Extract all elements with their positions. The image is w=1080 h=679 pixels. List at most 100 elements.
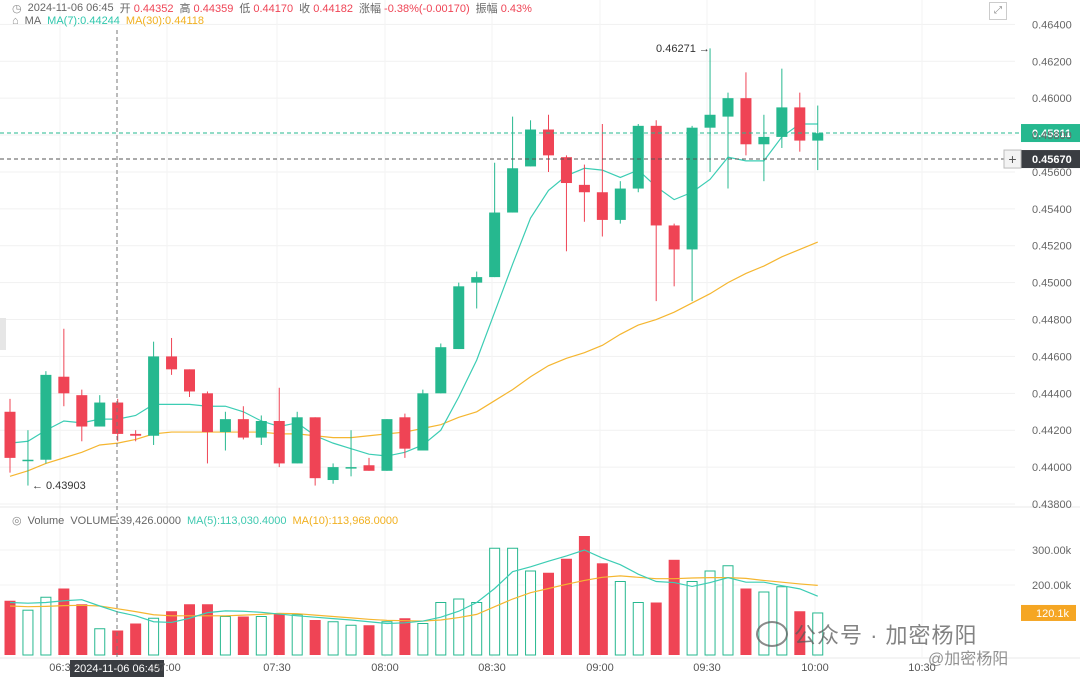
volume-bar-down xyxy=(560,558,572,655)
candle-down xyxy=(166,356,178,370)
y-tick-label: 0.46400 xyxy=(1032,19,1072,31)
candle-down xyxy=(543,129,554,156)
x-tick-label: 09:30 xyxy=(693,662,721,674)
volume-bar-up xyxy=(381,621,393,656)
volume-badge-text: 120.1k xyxy=(1036,608,1070,620)
volume-legend: ◎ Volume VOLUME:39,426.0000 MA(5):113,03… xyxy=(12,514,399,528)
volume-badge xyxy=(1021,604,1076,621)
x-tick-label: 09:00 xyxy=(586,662,614,674)
volume-bar-down xyxy=(166,611,178,655)
y-tick-label: 0.45000 xyxy=(1032,278,1072,290)
volume-bar-up xyxy=(94,628,106,656)
expand-icon[interactable]: ⤢ xyxy=(989,2,1007,20)
ma-legend: ⌂ MA MA(7):0.44244 MA(30):0.44118 xyxy=(12,15,204,27)
candle-up xyxy=(94,402,106,427)
volume-bar-up xyxy=(327,621,339,656)
candle-up xyxy=(345,467,357,469)
bell-icon[interactable]: ⌂ xyxy=(12,15,19,27)
candle-down xyxy=(4,411,16,458)
candle-down xyxy=(740,98,752,145)
volume-ma-lines xyxy=(9,549,818,625)
vol-ma5-polyline xyxy=(9,549,818,625)
last-price-badge xyxy=(1021,124,1080,143)
watermark-handle: @加密杨阳 xyxy=(928,651,1009,668)
axes: 0.43800 0.44000 0.44200 0.44400 0.44600 0.448… xyxy=(49,19,1071,674)
ma7-legend: MA(7):0.44244 xyxy=(47,15,120,27)
candle-down xyxy=(578,184,590,193)
candle-up xyxy=(812,133,824,141)
volume-bar-down xyxy=(184,604,195,655)
ma7-line xyxy=(9,123,818,457)
header-datetime: 2024-11-06 06:45 xyxy=(27,2,114,14)
candle-down xyxy=(309,417,321,479)
volume-bar-down xyxy=(596,563,608,655)
change-value: -0.38%(-0.00170) xyxy=(384,3,470,15)
watermark-text: 公众号 · 加密杨阳 xyxy=(794,623,978,648)
volume-bar-up xyxy=(255,616,267,656)
candle-up xyxy=(327,467,339,481)
candle-up xyxy=(686,127,698,250)
candle-down xyxy=(58,376,70,394)
candle-up xyxy=(632,125,644,189)
crosshair-time-badge xyxy=(70,660,164,677)
candle-up xyxy=(148,356,160,436)
x-tick-label: 10:30 xyxy=(908,662,936,674)
volume-bar-down xyxy=(363,625,375,655)
candle-up xyxy=(291,417,303,464)
low-value: 0.44170 xyxy=(253,3,294,15)
x-tick-label: 08:00 xyxy=(371,662,399,674)
candle-down xyxy=(650,125,662,226)
candle-up xyxy=(435,347,447,394)
volume-bar-up xyxy=(632,602,644,656)
eye-icon[interactable]: ◎ xyxy=(12,515,22,527)
volume-bar-up xyxy=(40,596,52,656)
candle-down xyxy=(76,395,88,427)
crosshair-price-badge-text: 0.45670 xyxy=(1032,154,1072,166)
volume-bar-up xyxy=(219,616,231,656)
candle-up xyxy=(22,459,34,462)
candles xyxy=(4,48,824,486)
volume-bar-down xyxy=(543,572,554,655)
volume-bar-down xyxy=(4,600,16,655)
volume-bar-up xyxy=(453,598,465,656)
vol-ma10-legend: MA(10):113,968.0000 xyxy=(292,514,399,527)
candle-up xyxy=(381,419,393,471)
side-drag-handle[interactable] xyxy=(0,318,6,350)
volume-bar-down xyxy=(794,611,806,655)
volume-bar-up xyxy=(148,617,160,656)
candle-down xyxy=(112,402,124,434)
x-tick-label: 10:00 xyxy=(801,662,829,674)
candle-up xyxy=(614,188,626,220)
volume-bar-down xyxy=(309,620,321,655)
candle-up xyxy=(507,168,519,213)
candle-down xyxy=(237,419,249,438)
y-tick-label: 0.44400 xyxy=(1032,388,1072,400)
candle-up xyxy=(489,212,501,278)
candle-up xyxy=(453,286,465,350)
vol-y-tick-label: 300.00k xyxy=(1032,545,1072,557)
candle-up xyxy=(417,393,429,451)
vol-ma10-polyline xyxy=(9,575,818,622)
candle-up xyxy=(525,129,537,167)
volume-bar-up xyxy=(435,602,447,656)
candle-down xyxy=(596,192,608,220)
volume-label: Volume xyxy=(27,514,65,527)
crosshair-price-badge xyxy=(1021,150,1080,169)
candle-up xyxy=(219,419,231,433)
volume-bar-up xyxy=(507,547,519,656)
candle-down xyxy=(794,107,806,141)
wechat-icon xyxy=(756,621,788,647)
volume-bar-up xyxy=(471,602,483,656)
volume-bar-down xyxy=(399,618,411,655)
high-label: 高 xyxy=(179,3,191,15)
candle-up xyxy=(758,136,770,145)
ma30-polyline xyxy=(9,241,818,477)
y-tick-label: 0.44600 xyxy=(1032,351,1072,363)
x-tick-label: 07:00 xyxy=(153,662,181,674)
close-value: 0.44182 xyxy=(313,3,353,15)
volume-bar-up xyxy=(345,624,357,656)
last-price-badge-text: 0.45811 xyxy=(1032,128,1071,140)
volume-bars xyxy=(4,536,824,656)
y-tick-label: 0.44800 xyxy=(1032,315,1072,327)
